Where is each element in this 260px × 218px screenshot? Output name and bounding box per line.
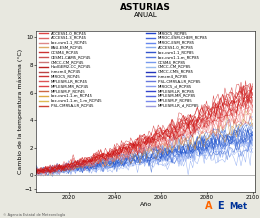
Text: Met: Met [229, 201, 247, 211]
X-axis label: Año: Año [140, 202, 152, 207]
Y-axis label: Cambio de la temperatura máxima (°C): Cambio de la temperatura máxima (°C) [18, 49, 23, 174]
Text: E: E [217, 201, 224, 211]
Text: A: A [205, 201, 213, 211]
Text: ANUAL: ANUAL [134, 12, 158, 18]
Text: © Agencia Estatal de Meteorología: © Agencia Estatal de Meteorología [3, 213, 65, 217]
Text: ASTURIAS: ASTURIAS [120, 3, 171, 12]
